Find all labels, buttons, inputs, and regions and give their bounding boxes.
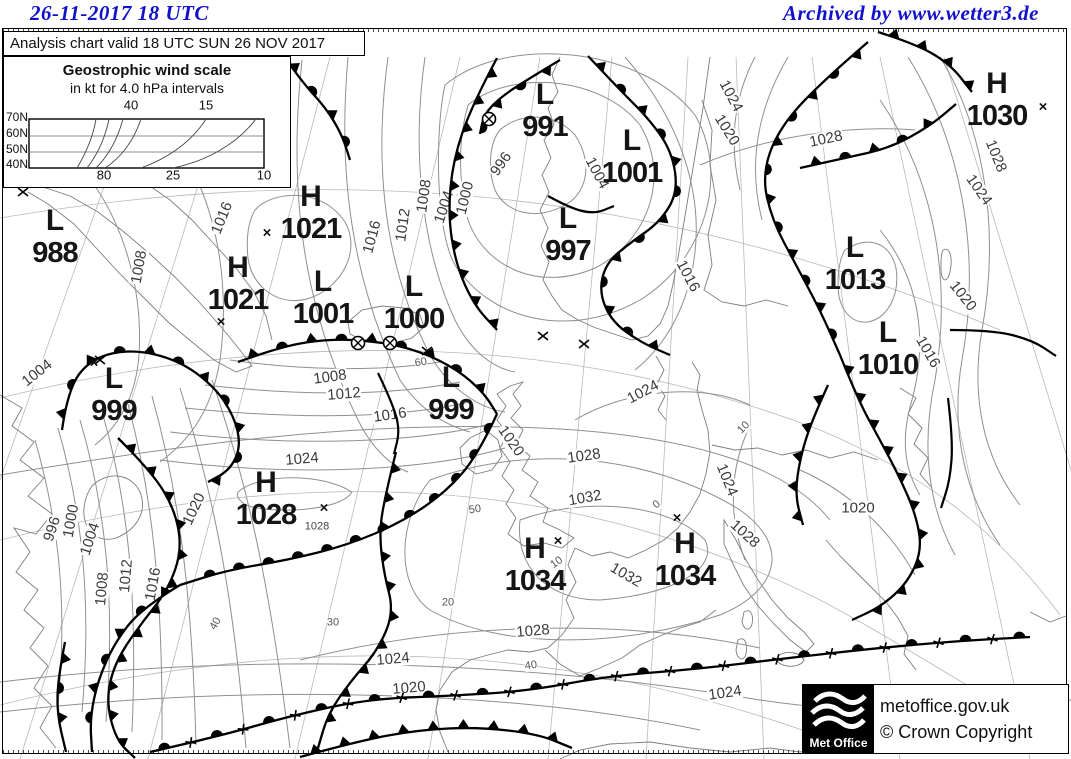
analysis-title: Analysis chart valid 18 UTC SUN 26 NOV 2… <box>10 35 326 52</box>
isobar-label: 1032 <box>566 486 604 510</box>
isobar-label: 1020 <box>494 422 528 460</box>
wind-scale-lat-label: 60N <box>5 126 29 140</box>
isobar-label: 1024 <box>374 649 412 669</box>
isobar-label: 1012 <box>116 557 136 595</box>
graticule-label: 10 <box>735 419 753 437</box>
met-office-url: metoffice.gov.uk <box>880 696 1010 716</box>
crown-copyright: © Crown Copyright <box>880 722 1033 742</box>
isobar-label: 1016 <box>672 256 704 296</box>
wind-scale-diagram <box>28 118 265 169</box>
isobar-label: 1008 <box>311 366 349 388</box>
wind-scale-top-value: 40 <box>123 97 139 113</box>
isobar-label: 1024 <box>283 449 321 469</box>
isobar-label: 1024 <box>706 682 744 704</box>
wind-scale-bottom-value: 80 <box>96 167 112 183</box>
isobar-label: 1028 <box>726 516 764 552</box>
isobar-label: 1004 <box>76 519 104 559</box>
wind-scale-bottom-value: 25 <box>165 167 181 183</box>
isobar-label: 1020 <box>946 277 980 315</box>
isobar-label: 1020 <box>840 499 876 517</box>
isobar-label: 1016 <box>371 404 409 426</box>
graticule-label: 20 <box>441 596 455 609</box>
isobar-label: 1028 <box>807 127 845 151</box>
isobar-label: 1012 <box>392 206 414 244</box>
isobar-label: 1008 <box>92 570 112 608</box>
isobar-label: 1028 <box>303 520 331 533</box>
wind-scale-lat-label: 40N <box>5 157 29 171</box>
isobar-label: 1016 <box>141 565 165 603</box>
graticule-label: 30 <box>326 616 340 629</box>
graticule-label: 40 <box>207 615 224 633</box>
graticule-label: 0 <box>650 498 663 512</box>
isobar-label: 1016 <box>207 198 237 238</box>
isobar-label: 1012 <box>325 384 363 404</box>
met-office-branding: Met Office metoffice.gov.uk © Crown Copy… <box>802 684 1069 754</box>
analysis-title-box: Analysis chart valid 18 UTC SUN 26 NOV 2… <box>3 31 365 56</box>
graticule-label: 40 <box>524 658 538 673</box>
isobar-label: 1020 <box>390 678 428 698</box>
wind-scale-box: Geostrophic wind scale in kt for 4.0 hPa… <box>3 56 291 188</box>
isobar-label: 1032 <box>606 559 646 591</box>
isobar-label: 1016 <box>912 332 944 372</box>
isobar-label: 1000 <box>452 179 478 217</box>
isobar-label: 1024 <box>962 171 996 209</box>
isobar-label: 1020 <box>710 111 744 149</box>
isobar-label: 996 <box>486 148 516 180</box>
isobar-label: 1024 <box>715 76 747 116</box>
archive-credit: Archived by www.wetter3.de <box>782 1 1039 25</box>
wind-scale-top-value: 15 <box>198 97 214 113</box>
isobar-label: 1016 <box>359 217 385 257</box>
met-office-logo: Met Office <box>803 685 874 753</box>
met-office-logo-text: Met Office <box>809 736 868 750</box>
wind-scale-lat-label: 50N <box>5 142 29 156</box>
graticule-label: 60 <box>413 355 428 370</box>
graticule-label: 50 <box>468 502 482 517</box>
isobar-label: 1024 <box>712 460 742 500</box>
wind-scale-bottom-value: 10 <box>256 167 272 183</box>
wind-scale-lat-label: 70N <box>5 110 29 124</box>
wind-scale-title: Geostrophic wind scale <box>62 62 232 79</box>
wind-scale-subtitle: in kt for 4.0 hPa intervals <box>69 80 225 96</box>
isobar-label: 1028 <box>514 621 552 641</box>
chart-datetime: 26-11-2017 18 UTC <box>30 1 209 25</box>
isobar-label: 1024 <box>623 376 663 408</box>
isobar-label: 1004 <box>18 356 56 390</box>
isobar-label: 1008 <box>413 177 435 215</box>
isobar-label: 1008 <box>127 248 151 286</box>
isobar-label: 1004 <box>581 153 613 193</box>
isobar-label: 1000 <box>59 502 83 540</box>
isobar-label: 1028 <box>981 136 1011 176</box>
isobar-label: 1020 <box>179 489 209 529</box>
graticule-label: 10 <box>548 554 566 572</box>
isobar-label: 1028 <box>565 445 603 467</box>
